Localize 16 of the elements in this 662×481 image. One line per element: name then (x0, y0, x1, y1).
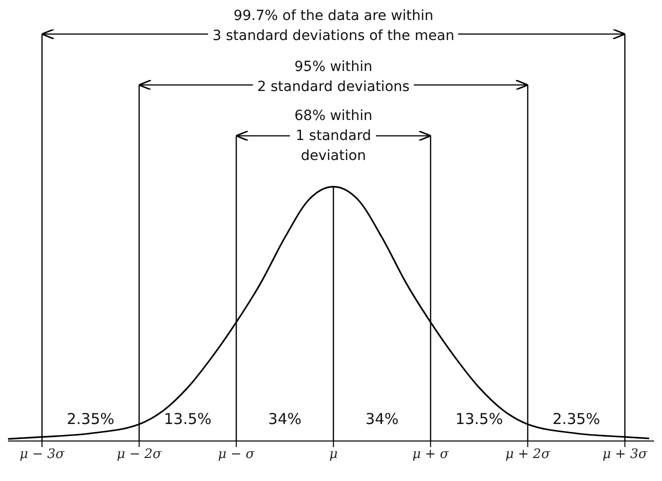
text: 68% within 1 standard deviation (290, 106, 376, 166)
annotation: 34% (365, 410, 399, 428)
x-tick-label: μ − 2σ (116, 447, 163, 462)
x-tick-label: μ + σ (412, 447, 450, 462)
annotation: 13.5% (164, 410, 212, 428)
x-tick-label: μ + 2σ (505, 447, 552, 462)
text: 99.7% of the data are within 3 standard deviations of the mean (208, 6, 458, 46)
annotation: 13.5% (455, 410, 503, 428)
text: 95% within 2 standard deviations (253, 56, 414, 97)
annotation: 2.35% (66, 410, 114, 428)
x-tick-label: μ − 3σ (20, 447, 66, 462)
x-tick-label: μ − σ (218, 447, 256, 462)
x-tick-label: μ (329, 447, 338, 462)
annotation: 2.35% (552, 410, 600, 428)
annotation: 34% (268, 410, 302, 428)
x-tick-label: μ + 3σ (602, 447, 648, 462)
